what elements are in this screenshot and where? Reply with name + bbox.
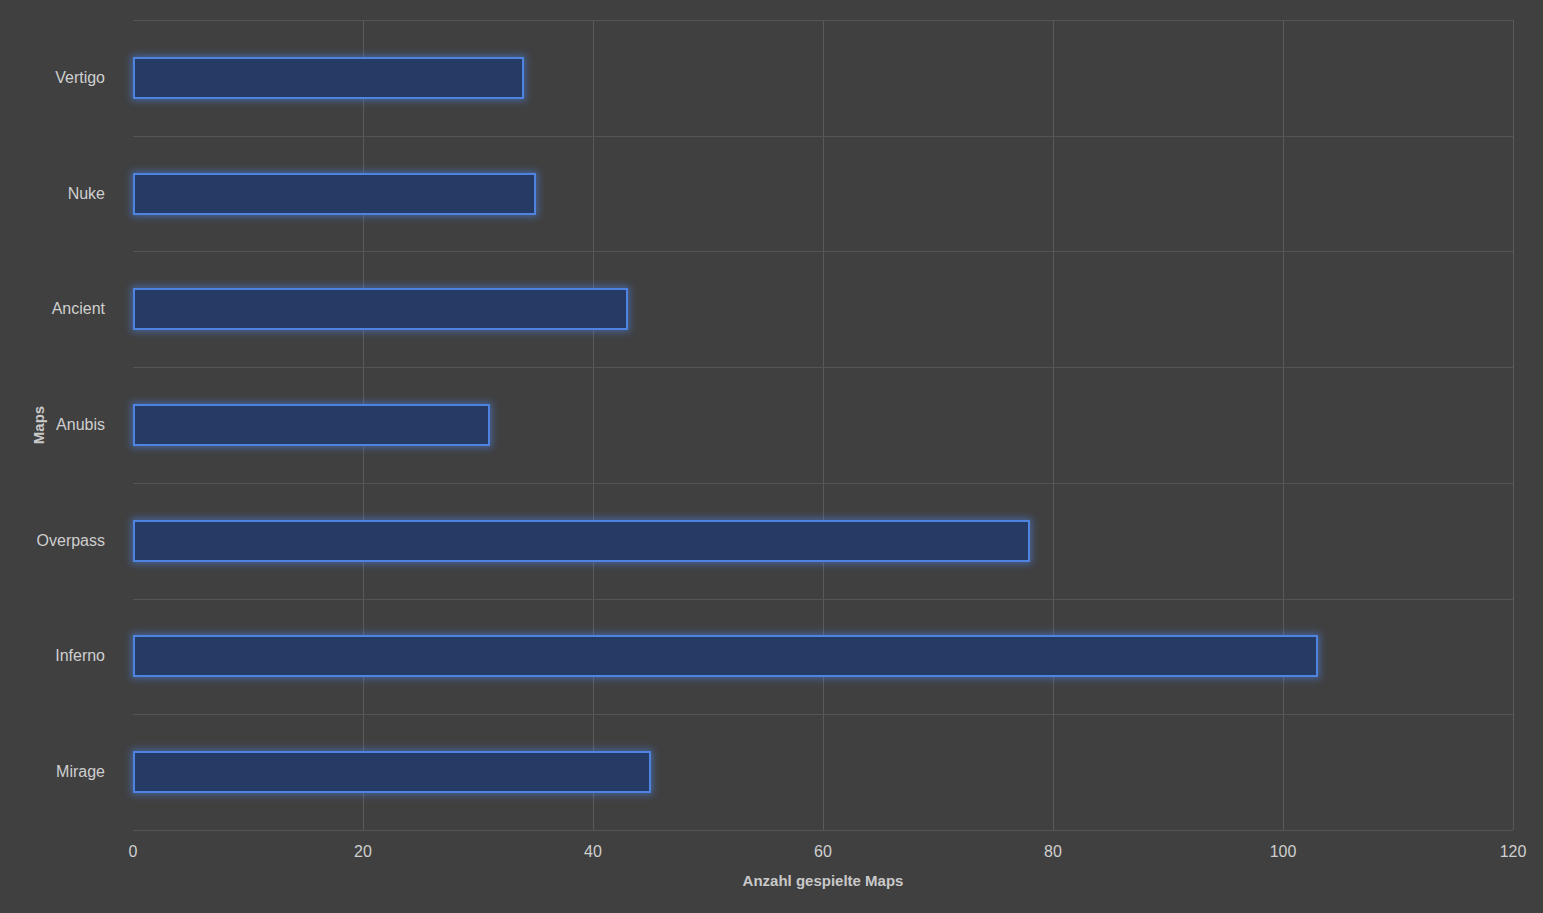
horizontal-gridline: [133, 714, 1513, 715]
vertical-gridline: [823, 20, 824, 830]
bar-overpass: [133, 520, 1030, 562]
plot-area: [133, 20, 1513, 830]
y-axis-category-labels: Vertigo Nuke Ancient Anubis Overpass Inferno M…: [0, 20, 119, 830]
y-axis-title: Maps: [30, 406, 47, 444]
horizontal-gridline: [133, 599, 1513, 600]
horizontal-gridline: [133, 483, 1513, 484]
bar-ancient: [133, 288, 628, 330]
vertical-gridline: [593, 20, 594, 830]
category-label-ancient: Ancient: [0, 301, 119, 317]
category-label-inferno: Inferno: [0, 648, 119, 664]
category-label-nuke: Nuke: [0, 186, 119, 202]
x-tick-label-120: 120: [1500, 843, 1527, 861]
x-axis-title: Anzahl gespielte Maps: [133, 872, 1513, 889]
category-label-overpass: Overpass: [0, 533, 119, 549]
category-label-anubis: Anubis: [0, 417, 119, 433]
bar-nuke: [133, 173, 536, 215]
x-tick-label-40: 40: [584, 843, 602, 861]
x-tick-label-80: 80: [1044, 843, 1062, 861]
x-tick-label-100: 100: [1270, 843, 1297, 861]
vertical-gridline: [1513, 20, 1514, 830]
x-tick-label-0: 0: [129, 843, 138, 861]
x-tick-label-20: 20: [354, 843, 372, 861]
category-label-mirage: Mirage: [0, 764, 119, 780]
bar-chart: Vertigo Nuke Ancient Anubis Overpass Inferno M…: [0, 0, 1543, 913]
horizontal-gridline: [133, 136, 1513, 137]
category-label-vertigo: Vertigo: [0, 70, 119, 86]
vertical-gridline: [1053, 20, 1054, 830]
bar-anubis: [133, 404, 490, 446]
bar-vertigo: [133, 57, 524, 99]
horizontal-gridline: [133, 830, 1513, 831]
x-axis-tick-labels: 0 20 40 60 80 100 120: [0, 843, 1543, 865]
horizontal-gridline: [133, 251, 1513, 252]
x-tick-label-60: 60: [814, 843, 832, 861]
horizontal-gridline: [133, 367, 1513, 368]
vertical-gridline: [1283, 20, 1284, 830]
horizontal-gridline: [133, 20, 1513, 21]
bar-mirage: [133, 751, 651, 793]
bar-inferno: [133, 635, 1318, 677]
